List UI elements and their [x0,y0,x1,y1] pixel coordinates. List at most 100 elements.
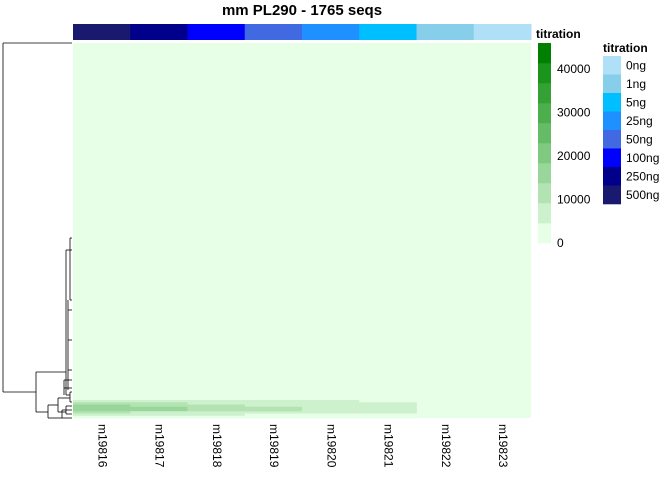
annotation-cell-m19820 [302,24,360,40]
annotation-cell-m19821 [359,24,417,40]
row-dendrogram [2,42,72,419]
heatmap-cell [359,411,417,414]
heatmap-cell [130,402,188,405]
heatmap-cell [130,413,188,417]
heatmap-cell [302,402,360,405]
heatmap-cell [130,400,188,403]
column-label-m19816: m19816 [95,424,109,468]
legend-label-250ng: 250ng [626,169,659,183]
heatmap-background [73,43,531,418]
color-scale-swatch [538,43,551,64]
heatmap-cell [359,406,417,410]
color-scale-swatch [538,183,551,204]
column-labels: m19816 m19817 m19818 m19819 m19820 m19821 m198… [95,424,510,468]
color-scale: 0 10000 20000 30000 40000 [538,43,591,250]
legend-label-5ng: 5ng [626,95,646,109]
color-scale-swatch [538,143,551,164]
column-label-m19818: m19818 [210,424,224,468]
heatmap-cell [244,413,303,417]
color-scale-tick-label: 30000 [557,106,591,120]
annotation-cell-m19823 [473,24,532,40]
heatmap-cell [73,411,131,414]
heatmap-cell [187,409,246,412]
heatmap-cell [359,402,417,405]
column-annotation-bar [73,24,532,40]
heatmap-cell [302,409,360,412]
legend-swatch-100ng [603,148,621,168]
legend-title: titration [603,41,648,55]
heatmap-cell [244,404,303,408]
color-scale-swatch [538,203,551,224]
color-scale-tick-label: 10000 [557,193,591,207]
heatmap-cell [244,406,303,410]
color-scale-swatch [538,103,551,124]
heatmap-cell [130,406,188,410]
annotation-cell-m19817 [130,24,188,40]
heatmap-cell [244,402,303,405]
column-label-m19817: m19817 [153,424,167,468]
legend-swatch-50ng [603,130,621,149]
legend-swatch-25ng [603,111,621,131]
heatmap-cell [73,404,131,408]
heatmap-cell [302,411,360,414]
column-label-m19822: m19822 [439,424,453,468]
heatmap-cell [244,411,303,414]
color-scale-tick-label: 20000 [557,149,591,163]
heatmap-cell [187,406,246,410]
heatmap-cell [130,415,188,419]
legend-label-0ng: 0ng [626,58,646,72]
annotation-cell-m19816 [73,24,131,40]
heatmap-cell [73,400,131,403]
color-scale-swatch [538,63,551,84]
legend-label-100ng: 100ng [626,151,659,165]
heatmap-body [73,43,531,419]
heatmap-cell [187,404,246,408]
annotation-cell-m19819 [244,24,303,40]
heatmap-cell [359,404,417,408]
heatmap-cell [73,409,131,412]
legend-swatch-250ng [603,167,621,186]
column-label-m19820: m19820 [324,424,338,468]
annotation-cell-m19818 [187,24,246,40]
legend-swatch-0ng [603,56,621,75]
heatmap-cell [73,415,131,419]
heatmap-cell [187,413,246,417]
chart-title: mm PL290 - 1765 seqs [222,2,382,19]
heatmap-cell [187,400,246,403]
heatmap-cell [302,415,360,419]
heatmap-cell [359,409,417,412]
column-label-m19819: m19819 [267,424,281,468]
column-label-m19823: m19823 [496,424,510,468]
color-scale-tick-label: 40000 [557,62,591,76]
heatmap-cell [187,415,246,419]
heatmap-cell [130,411,188,414]
heatmap-cell [73,413,131,417]
heatmap-cell [359,413,417,417]
heatmap-cell [359,415,417,419]
heatmap-cell [302,400,360,403]
heatmap-cell [302,413,360,417]
heatmap-cell [244,409,303,412]
legend-label-500ng: 500ng [626,188,659,202]
column-label-m19821: m19821 [382,424,396,468]
heatmap-cell [73,402,131,405]
legend-swatch-500ng [603,185,621,205]
color-scale-swatch [538,223,551,244]
heatmap-cell [302,406,360,410]
heatmap-cell [187,411,246,414]
legend-label-25ng: 25ng [626,114,653,128]
titration-legend: 0ng 1ng 5ng 25ng 50ng 100ng 250ng 500ng [603,56,659,205]
annotation-cell-m19822 [416,24,475,40]
legend-swatch-5ng [603,93,621,112]
heatmap-cell [302,404,360,408]
legend-swatch-1ng [603,74,621,94]
color-scale-swatch [538,123,551,144]
heatmap-cell [359,400,417,403]
heatmap-cell [73,406,131,410]
heatmap-cell [130,409,188,412]
color-scale-tick-label: 0 [557,236,564,250]
heatmap-cell [130,404,188,408]
annotation-bar-label: titration [536,27,581,41]
